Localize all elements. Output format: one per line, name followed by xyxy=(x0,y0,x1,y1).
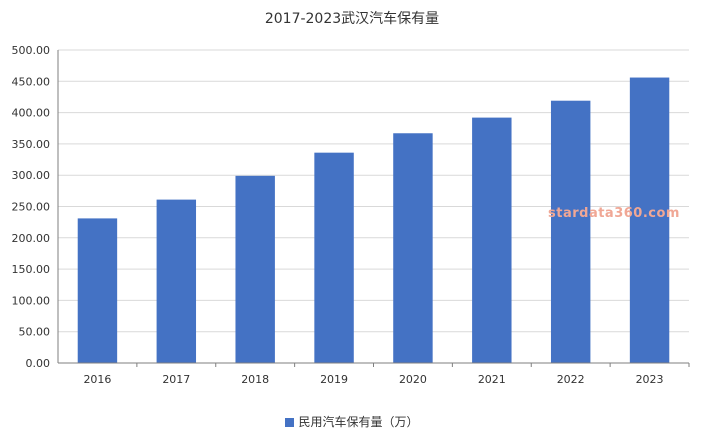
y-tick-label: 500.00 xyxy=(12,44,51,57)
legend-swatch xyxy=(285,418,295,427)
watermark-text: stardata360.com xyxy=(548,206,680,221)
x-tick-label: 2017 xyxy=(162,373,190,386)
y-tick-label: 300.00 xyxy=(12,169,51,182)
y-tick-label: 400.00 xyxy=(12,107,51,120)
bars xyxy=(77,77,670,364)
bar-2022 xyxy=(550,100,591,364)
bar-2021 xyxy=(472,117,512,363)
bar-2023 xyxy=(629,77,670,363)
bar-2019 xyxy=(314,152,354,363)
x-tick-label: 2021 xyxy=(478,373,506,386)
bar-2018 xyxy=(235,175,275,363)
gridlines xyxy=(58,49,689,333)
x-tick-label: 2020 xyxy=(399,373,427,386)
y-tick-label: 200.00 xyxy=(12,232,51,245)
x-tick-labels: 2016 2017 2018 2019 2020 2021 2022 2023 xyxy=(83,373,663,386)
y-tick-label: 450.00 xyxy=(12,75,51,88)
axes xyxy=(57,50,690,367)
legend-label: 民用汽车保有量（万） xyxy=(298,415,419,429)
x-tick-label: 2023 xyxy=(636,373,664,386)
y-tick-label: 350.00 xyxy=(12,138,51,151)
x-tick-label: 2022 xyxy=(557,373,585,386)
legend: 民用汽车保有量（万） xyxy=(0,413,704,430)
y-tick-label: 250.00 xyxy=(12,201,51,214)
y-tick-label: 100.00 xyxy=(12,294,51,307)
bar-2020 xyxy=(393,133,433,363)
y-tick-label: 0.00 xyxy=(26,357,51,370)
bar-2016 xyxy=(77,218,118,363)
bar-2017 xyxy=(156,199,197,363)
x-tick-label: 2018 xyxy=(241,373,269,386)
y-tick-labels: 0.00 50.00 100.00 150.00 200.00 250.00 300.00 3… xyxy=(12,44,51,370)
x-tick-label: 2019 xyxy=(320,373,348,386)
x-tick-label: 2016 xyxy=(83,373,111,386)
chart-title: 2017-2023武汉汽车保有量 xyxy=(264,11,440,27)
y-tick-label: 150.00 xyxy=(12,263,51,276)
y-tick-label: 50.00 xyxy=(19,326,51,339)
